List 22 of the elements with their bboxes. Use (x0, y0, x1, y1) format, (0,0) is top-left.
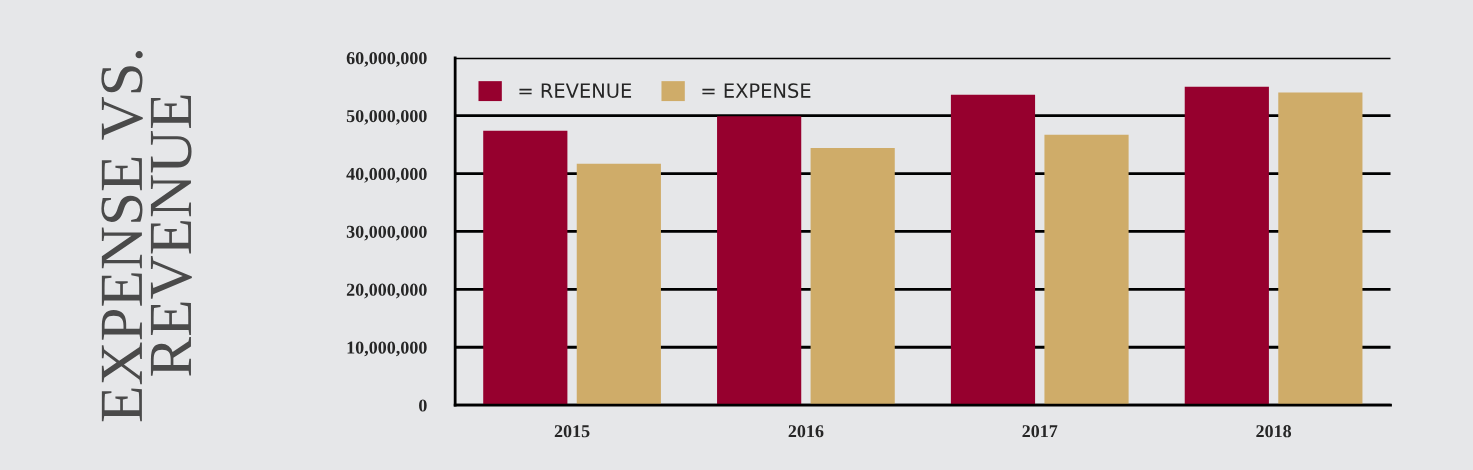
y-tick-label: 40,000,000 (346, 167, 427, 183)
bar (717, 116, 802, 406)
x-tick-label: 2015 (554, 425, 590, 438)
y-tick-label: 60,000,000 (346, 52, 427, 67)
x-tick-label: 2017 (1022, 425, 1058, 438)
bar (1278, 92, 1363, 406)
x-tick-label: 2018 (1256, 425, 1292, 438)
text: EXPENSE VS. REVENUE (101, 51, 192, 422)
y-tick-label: 50,000,000 (346, 109, 427, 125)
y-tick-label: 10,000,000 (347, 341, 427, 357)
bar (1184, 86, 1269, 406)
legend-label: = EXPENSE (702, 83, 811, 98)
bar (576, 163, 661, 406)
bar (810, 148, 895, 406)
bar (1044, 134, 1129, 406)
bar (483, 130, 568, 406)
x-tick-label: 2016 (788, 425, 824, 438)
y-tick-label: 20,000,000 (346, 283, 427, 299)
y-tick-label: 30,000,000 (346, 225, 427, 241)
y-tick-label: 0 (419, 399, 427, 412)
legend-label: = REVENUE (519, 83, 632, 98)
bar (950, 94, 1036, 406)
